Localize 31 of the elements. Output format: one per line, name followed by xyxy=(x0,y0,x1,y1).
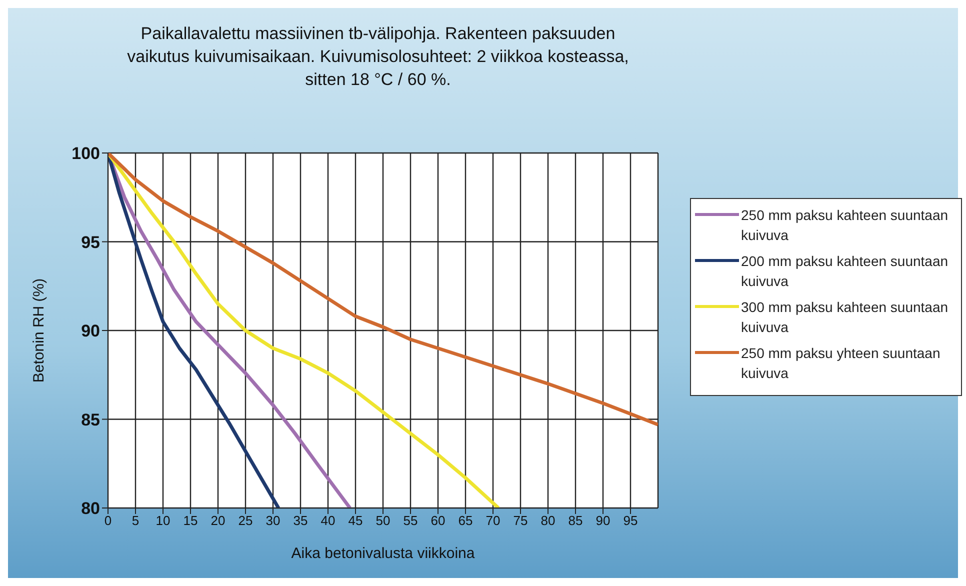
x-tick-label: 60 xyxy=(430,513,446,528)
x-tick-label: 90 xyxy=(596,513,610,528)
x-tick-label: 55 xyxy=(403,513,418,528)
x-tick-label: 15 xyxy=(183,513,198,528)
y-tick-label: 90 xyxy=(81,322,100,341)
x-tick-label: 70 xyxy=(486,513,500,528)
x-tick-label: 10 xyxy=(156,513,170,528)
legend-label: 300 mm paksu kahteen suuntaan kuivuva xyxy=(741,298,950,337)
y-tick-label: 85 xyxy=(81,410,100,430)
x-tick-label: 30 xyxy=(266,513,280,528)
x-tick-label: 20 xyxy=(210,513,226,528)
x-tick-label: 85 xyxy=(568,513,583,528)
x-tick-label: 40 xyxy=(320,513,336,528)
legend-label: 200 mm paksu kahteen suuntaan kuivuva xyxy=(741,252,950,291)
x-tick-label: 45 xyxy=(348,513,363,528)
x-tick-label: 65 xyxy=(458,513,473,528)
x-tick-label: 50 xyxy=(376,513,390,528)
x-tick-label: 35 xyxy=(293,513,308,528)
x-axis-title: Aika betonivalusta viikkoina xyxy=(291,545,476,562)
x-tick-label: 5 xyxy=(132,513,140,528)
x-tick-label: 0 xyxy=(104,513,112,528)
x-tick-label: 80 xyxy=(540,513,556,528)
legend-label: 250 mm paksu kahteen suuntaan kuivuva xyxy=(741,206,950,245)
y-axis-title: Betonin RH (%) xyxy=(30,278,48,383)
x-tick-label: 95 xyxy=(623,513,638,528)
x-tick-label: 75 xyxy=(513,513,528,528)
y-tick-label: 100 xyxy=(72,144,100,164)
chart-title: Paikallavalettu massiivinen tb-välipohja. Rakenteen paksuuden vaikutus kuivumisaikaan. Kuivumisolosuhteet: 2 viikkoa kosteassa, sitten 18 °C / 60 %. xyxy=(126,23,630,91)
x-tick-label: 25 xyxy=(238,513,253,528)
y-tick-label: 95 xyxy=(81,232,100,252)
legend-label: 250 mm paksu yhteen suuntaan kuivuva xyxy=(741,344,942,383)
